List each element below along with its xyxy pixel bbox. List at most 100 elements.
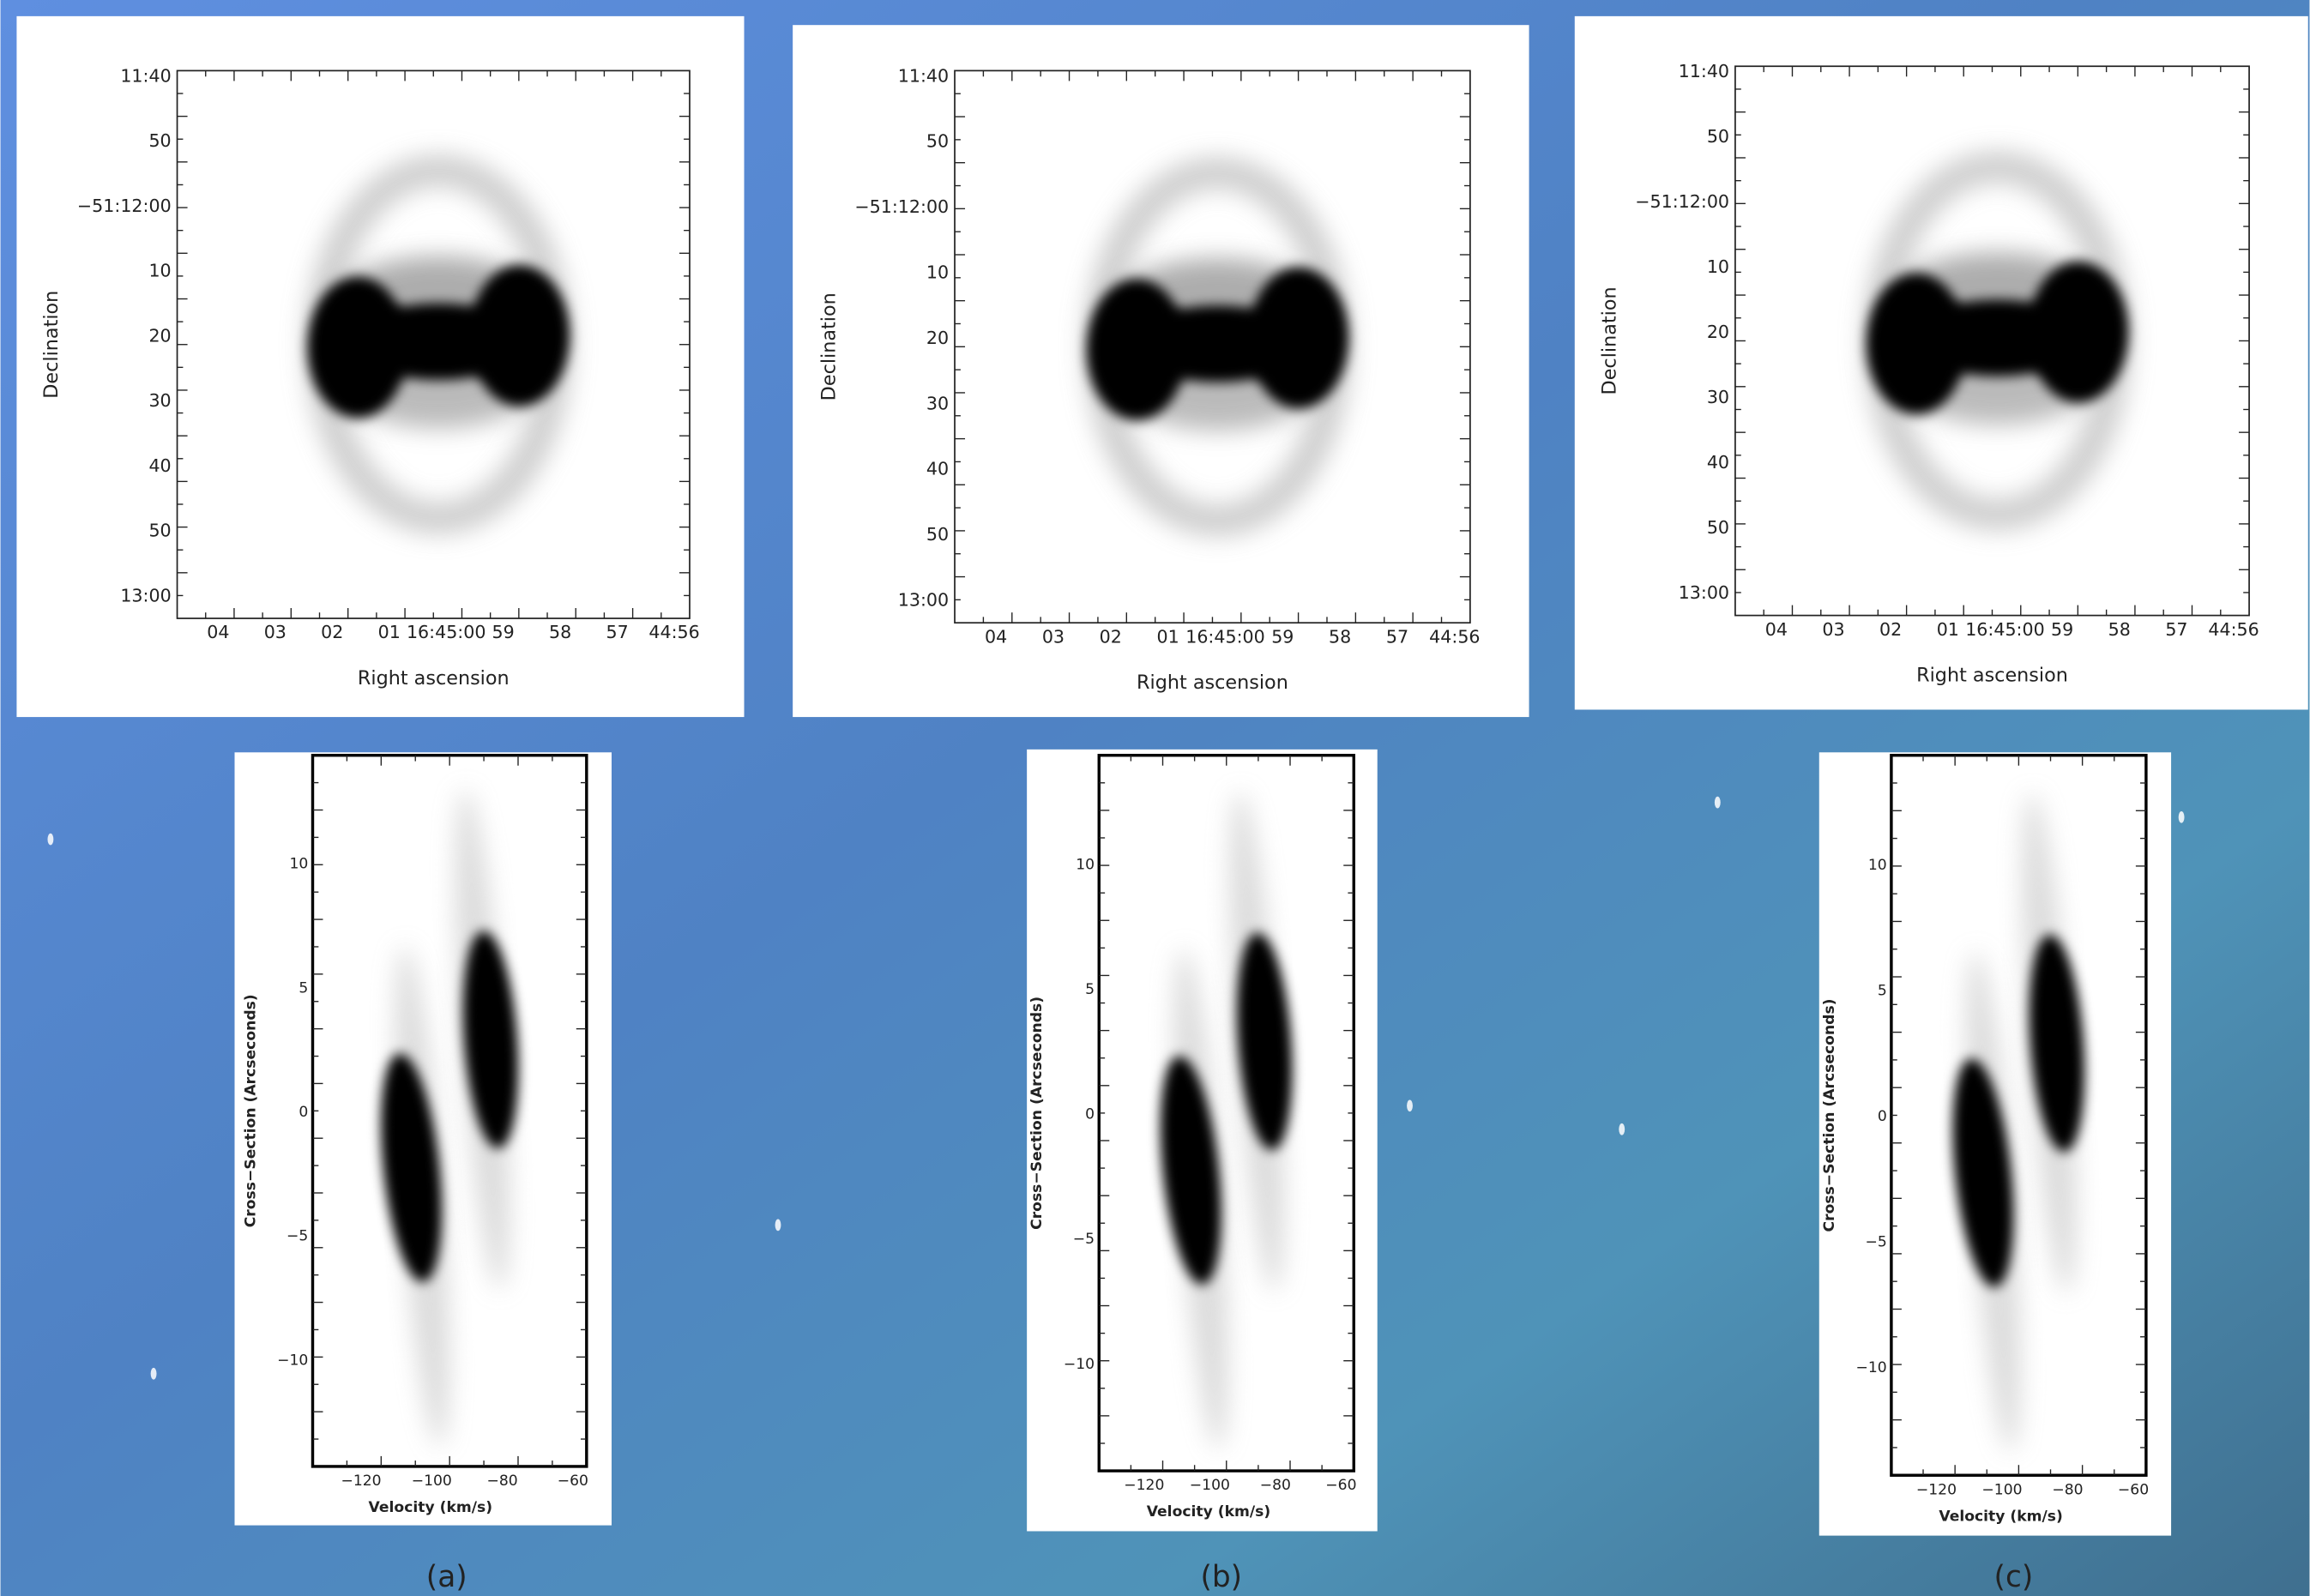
x-tick-label: 57: [606, 622, 628, 642]
x-tick-label: −80: [486, 1473, 517, 1490]
x-tick-label: 02: [1879, 619, 1902, 640]
nebula-image: [1083, 156, 1352, 537]
y-tick-label: 20: [1707, 322, 1729, 342]
panel-caption: (b): [1200, 1560, 1242, 1594]
x-tick-label: 16:45:00: [1185, 626, 1265, 647]
x-tick-label: 03: [1822, 619, 1844, 640]
y-axis-label: Declination: [40, 291, 63, 399]
y-tick-label: 13:00: [898, 589, 949, 610]
x-tick-label: −100: [1981, 1481, 2022, 1498]
y-tick-label: −51:12:00: [854, 196, 949, 217]
y-tick-label: 11:40: [120, 65, 171, 86]
y-tick-label: 20: [148, 325, 171, 346]
x-tick-label: 59: [1271, 626, 1294, 647]
x-tick-label: −120: [1124, 1477, 1164, 1494]
x-axis-label: Velocity (km/s): [1147, 1503, 1271, 1521]
pv-diagram-panel: 10 5 0 −5 −10 −120 −100 −80 −60 Velocity (km/s) Cr…: [234, 752, 612, 1526]
y-tick-label: 40: [926, 459, 949, 479]
x-tick-label: −120: [1916, 1481, 1957, 1498]
x-tick-label: 02: [1100, 626, 1122, 647]
x-tick-label: 01: [1937, 619, 1959, 640]
dark-blob: [1952, 1058, 2014, 1287]
x-axis-label: Right ascension: [1137, 672, 1288, 694]
dark-waist: [1909, 299, 2086, 376]
sky-map-panel: 11:40 50 −51:12:00 10 20 30 40 50 13:00 04 03 02 01 1…: [1574, 15, 2308, 710]
x-tick-label: 58: [2108, 619, 2131, 640]
x-tick-label: 59: [492, 622, 515, 642]
x-tick-label: 03: [264, 622, 286, 642]
y-tick-label: −51:12:00: [1635, 191, 1729, 212]
y-axis-label: Cross−Section (Arcseconds): [1028, 997, 1046, 1230]
y-tick-label: 30: [926, 393, 949, 413]
y-tick-label: 40: [148, 455, 171, 476]
y-tick-label: 50: [926, 524, 949, 545]
sparkles: [47, 796, 2185, 1380]
pv-image: [1952, 793, 2085, 1452]
y-tick-label: 50: [148, 130, 171, 151]
y-tick-label: 10: [290, 856, 309, 873]
y-tick-label: −5: [286, 1228, 308, 1245]
x-tick-label: 01: [378, 622, 401, 642]
y-tick-label: 5: [1878, 983, 1887, 1000]
y-axis-label: Declination: [1598, 286, 1620, 394]
pv-diagram-panel: 10 5 0 −5 −10 −120 −100 −80 −60 Velocity (km/s) Cr…: [1027, 749, 1378, 1532]
x-tick-label: 58: [549, 622, 571, 642]
x-tick-label: 03: [1042, 626, 1065, 647]
x-tick-label: 04: [985, 626, 1007, 647]
y-tick-label: 30: [148, 390, 171, 411]
y-tick-label: −5: [1073, 1231, 1095, 1248]
y-tick-label: −51:12:00: [77, 196, 172, 216]
y-tick-label: −5: [1865, 1234, 1886, 1251]
x-tick-label: 44:56: [1429, 626, 1480, 647]
x-axis-label: Right ascension: [1916, 665, 2068, 687]
y-tick-label: −10: [1856, 1359, 1887, 1376]
x-axis-label: Velocity (km/s): [1939, 1508, 2063, 1525]
nebula-image: [1863, 150, 2132, 531]
dark-blob: [1160, 1056, 1221, 1285]
y-tick-label: −10: [277, 1352, 308, 1369]
x-tick-label: 04: [207, 622, 229, 642]
x-tick-label: 01: [1157, 626, 1179, 647]
y-tick-label: 50: [148, 521, 171, 541]
x-tick-label: −120: [341, 1473, 381, 1490]
dark-blob: [462, 930, 519, 1149]
y-tick-label: −10: [1064, 1356, 1095, 1373]
x-tick-label: −60: [558, 1473, 588, 1490]
x-tick-label: 16:45:00: [407, 622, 486, 642]
y-tick-label: 11:40: [1679, 61, 1729, 81]
x-tick-label: −100: [1190, 1477, 1230, 1494]
y-tick-label: 30: [1707, 387, 1729, 407]
x-tick-label: 57: [2165, 619, 2187, 640]
y-tick-label: 10: [1076, 856, 1095, 873]
y-tick-label: 13:00: [1679, 582, 1729, 603]
y-tick-label: 0: [299, 1104, 308, 1121]
dark-blob: [381, 1053, 442, 1282]
x-tick-label: 44:56: [648, 622, 699, 642]
x-axis-label: Velocity (km/s): [369, 1499, 492, 1516]
y-tick-label: 0: [1878, 1108, 1887, 1125]
y-axis-label: Cross−Section (Arcseconds): [1821, 998, 1838, 1232]
y-tick-label: 50: [1707, 126, 1729, 147]
dark-blob: [1237, 932, 1293, 1151]
x-tick-label: −60: [1325, 1477, 1356, 1494]
y-tick-label: 40: [1707, 452, 1729, 473]
y-tick-label: 10: [1707, 256, 1729, 277]
y-axis-label: Cross−Section (Arcseconds): [242, 994, 259, 1227]
panel-caption: (c): [1994, 1560, 2034, 1594]
y-tick-label: 10: [926, 262, 949, 282]
x-tick-label: 04: [1765, 619, 1788, 640]
sky-map-panel: 11:40 50 −51:12:00 10 20 30 40 50 13:00 04 03 02 01 1…: [793, 25, 1529, 718]
x-axis-label: Right ascension: [358, 667, 510, 690]
x-tick-label: 57: [1386, 626, 1408, 647]
y-axis-label: Declination: [818, 292, 841, 401]
dark-blob: [2029, 934, 2085, 1153]
pv-image: [1160, 792, 1293, 1449]
x-tick-label: 16:45:00: [1965, 619, 2045, 640]
x-tick-label: 44:56: [2208, 619, 2259, 640]
y-tick-label: 20: [926, 328, 949, 348]
x-tick-label: 59: [2051, 619, 2073, 640]
panel-caption: (a): [426, 1560, 467, 1594]
nebula-image: [305, 154, 573, 535]
